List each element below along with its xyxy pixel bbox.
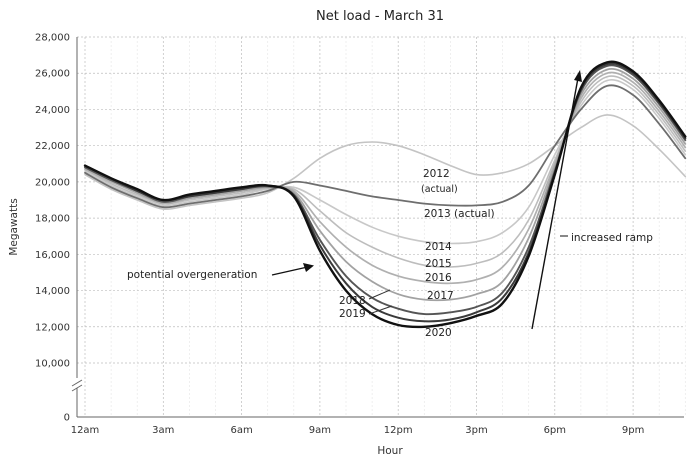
- series-line-2014: [84, 79, 687, 245]
- axes: [71, 37, 684, 418]
- y-tick-label: 24,000: [35, 105, 70, 116]
- y-tick-label: 14,000: [35, 286, 70, 297]
- y-tick-label: 12,000: [35, 322, 70, 333]
- x-tick-label: 3pm: [465, 425, 487, 436]
- chart-title: Net load - March 31: [316, 9, 444, 24]
- y-tick-label: 0: [64, 413, 70, 424]
- x-axis-label: Hour: [377, 445, 403, 457]
- label-2012-actual: (actual): [421, 184, 458, 195]
- pointer-2018: [368, 289, 391, 300]
- y-tick-labels: 0 10,000 12,000 14,000 16,000 18,000 20,000 22,…: [35, 33, 70, 424]
- increased-ramp-arrow: [531, 77, 579, 330]
- label-2020: 2020: [425, 327, 452, 339]
- label-2018: 2018: [339, 295, 366, 307]
- label-2017: 2017: [427, 290, 454, 302]
- series-line-2020: [83, 60, 687, 329]
- label-2013-actual: 2013 (actual): [424, 208, 495, 220]
- x-tick-label: 6pm: [544, 425, 566, 436]
- label-2019: 2019: [339, 308, 366, 320]
- x-tick-label: 3am: [152, 425, 174, 436]
- increased-ramp-label: increased ramp: [571, 232, 653, 244]
- overgeneration-arrowhead: [303, 263, 314, 272]
- annotations: 2012 (actual) 2013 (actual) 2014 2015 20…: [127, 70, 653, 339]
- x-tick-label: 6am: [230, 425, 252, 436]
- y-tick-label: 18,000: [35, 214, 70, 225]
- y-tick-label: 10,000: [35, 359, 70, 370]
- increased-ramp-arrowhead: [574, 70, 582, 82]
- pointer-2019: [368, 305, 393, 315]
- y-tick-label: 28,000: [35, 33, 70, 44]
- series-lines: [83, 60, 687, 329]
- x-tick-label: 9am: [309, 425, 331, 436]
- y-tick-label: 20,000: [35, 177, 70, 188]
- label-2015: 2015: [425, 258, 452, 270]
- potential-overgeneration-label: potential overgeneration: [127, 269, 257, 281]
- y-tick-label: 26,000: [35, 69, 70, 80]
- label-2016: 2016: [425, 272, 452, 284]
- label-2014: 2014: [425, 241, 452, 253]
- y-tick-label: 16,000: [35, 250, 70, 261]
- series-line-2016: [84, 71, 687, 285]
- series-line-2015: [84, 75, 687, 268]
- series-line-2019: [84, 62, 687, 323]
- series-line-2013-actual: [84, 84, 687, 209]
- y-axis-label: Megawatts: [8, 198, 20, 255]
- label-2012: 2012: [423, 168, 450, 180]
- series-line-2017: [84, 68, 687, 302]
- x-tick-label: 12am: [71, 425, 100, 436]
- y-tick-label: 22,000: [35, 141, 70, 152]
- x-tick-labels: 12am 3am 6am 9am 12pm 3pm 6pm 9pm: [71, 425, 645, 436]
- grid: [77, 36, 686, 417]
- x-tick-label: 12pm: [384, 425, 413, 436]
- x-tick-label: 9pm: [622, 425, 644, 436]
- series-line-2012-actual: [84, 114, 687, 211]
- y-axis-break-mark: [71, 378, 83, 392]
